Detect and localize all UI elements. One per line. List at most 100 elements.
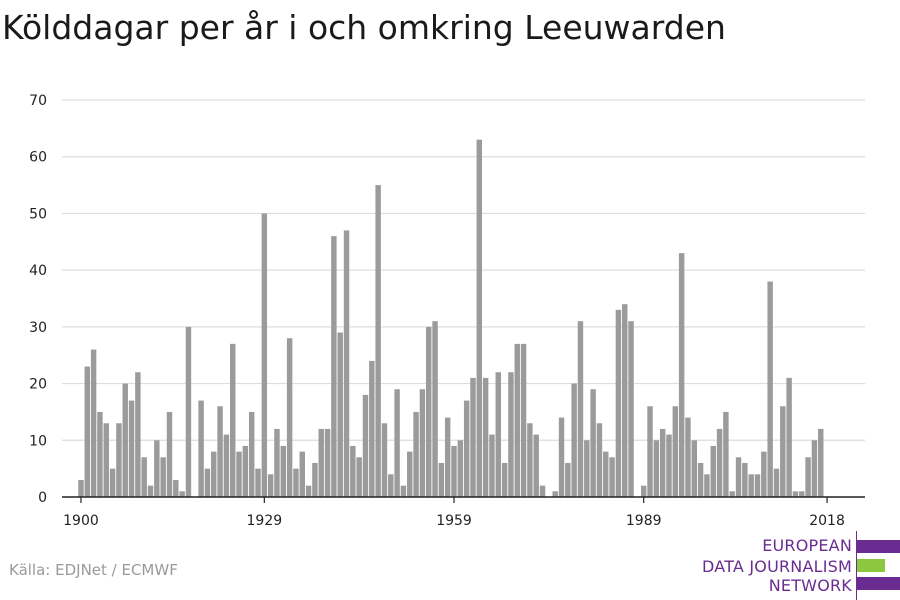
bar-1901 [84, 366, 91, 497]
logo-bar-1 [857, 540, 900, 553]
bar-1978 [571, 383, 577, 497]
y-tick-labels: 0 10 20 30 40 50 60 70 [29, 93, 47, 506]
y-tick-label: 20 [29, 377, 47, 393]
bar-1964 [482, 377, 489, 497]
y-tick-label: 50 [29, 206, 47, 222]
bar-1996 [685, 417, 691, 497]
bar-1963 [476, 139, 483, 497]
bar-1922 [217, 406, 223, 497]
bar-1977 [565, 462, 571, 497]
bar-1971 [527, 423, 533, 497]
bar-1929 [261, 213, 268, 497]
bar-1911 [147, 485, 154, 497]
bar-1920 [204, 468, 211, 497]
chart-title: Kölddagar per år i och omkring Leeuwarde… [2, 8, 726, 47]
bar-1944 [356, 457, 362, 497]
bar-1989 [640, 485, 647, 497]
bar-1984 [609, 457, 615, 497]
bar-1919 [198, 400, 204, 497]
bar-1972 [533, 434, 539, 497]
bar-1981 [590, 389, 596, 497]
bar-1914 [166, 411, 173, 497]
bar-1927 [248, 411, 255, 497]
bar-1991 [653, 440, 660, 497]
bar-1926 [242, 445, 249, 497]
bar-1930 [267, 474, 274, 497]
bar-1933 [286, 338, 293, 497]
bars [78, 139, 824, 498]
bar-1935 [299, 451, 305, 497]
bar-2002 [723, 411, 729, 497]
x-tick-label: 2018 [809, 513, 845, 529]
bar-1916 [179, 491, 185, 497]
bar-1910 [141, 457, 147, 497]
bar-1945 [362, 394, 369, 497]
bar-1986 [622, 304, 628, 497]
bar-1952 [407, 451, 413, 497]
bar-1942 [343, 230, 350, 497]
bar-2008 [761, 451, 767, 497]
y-tick-label: 10 [29, 433, 47, 449]
bar-1936 [305, 485, 312, 497]
y-tick-label: 40 [29, 263, 47, 279]
y-tick-label: 0 [38, 490, 47, 506]
x-tick-labels: 1900 1929 1959 1989 2018 [63, 513, 845, 529]
logo-bar-2 [857, 559, 885, 572]
bar-2015 [805, 457, 811, 497]
bar-1908 [128, 400, 135, 497]
bar-1900 [78, 479, 84, 497]
bar-1940 [331, 236, 337, 497]
bar-1982 [596, 423, 603, 497]
gridlines [62, 99, 865, 441]
bar-1961 [463, 400, 470, 497]
bar-1931 [274, 428, 280, 497]
bar-1956 [432, 321, 438, 497]
bar-1992 [659, 428, 666, 497]
bar-1959 [451, 445, 457, 497]
bar-1968 [508, 372, 514, 497]
x-tick-label: 1900 [63, 513, 99, 529]
bar-1904 [103, 423, 109, 497]
bar-1913 [160, 457, 166, 497]
bar-1937 [312, 462, 318, 497]
bar-1903 [97, 411, 103, 497]
x-tick-label: 1989 [626, 513, 662, 529]
bar-1946 [369, 360, 375, 497]
bar-1948 [381, 423, 388, 497]
bar-1939 [324, 428, 331, 497]
bar-1915 [173, 479, 179, 497]
bar-2009 [767, 281, 773, 497]
bar-1998 [697, 462, 704, 497]
bar-1906 [116, 423, 122, 497]
bar-1969 [514, 343, 520, 497]
bar-1976 [558, 417, 565, 497]
bar-1997 [691, 440, 698, 497]
bar-1953 [413, 411, 419, 497]
bar-1967 [501, 462, 508, 497]
bar-1962 [470, 377, 476, 497]
bar-1980 [584, 440, 590, 497]
bar-1941 [337, 332, 343, 497]
bar-2007 [754, 474, 761, 497]
bar-2010 [773, 468, 780, 497]
y-tick-label: 30 [29, 320, 47, 336]
bar-1934 [293, 468, 299, 497]
bar-2005 [742, 462, 748, 497]
bar-2011 [780, 406, 786, 497]
bar-1912 [154, 440, 160, 497]
bar-1966 [495, 372, 501, 497]
bar-2014 [799, 491, 805, 497]
logo-divider [856, 531, 857, 600]
bar-1907 [122, 383, 128, 497]
bar-1965 [489, 434, 495, 497]
bar-1954 [419, 389, 426, 497]
bar-1902 [90, 349, 97, 497]
bar-1909 [135, 372, 141, 497]
bar-1999 [704, 474, 710, 497]
logo-bar-3 [857, 577, 900, 590]
bar-1938 [318, 428, 324, 497]
bar-1924 [229, 343, 236, 497]
bar-1917 [185, 326, 192, 497]
x-tick-label: 1929 [247, 513, 283, 529]
